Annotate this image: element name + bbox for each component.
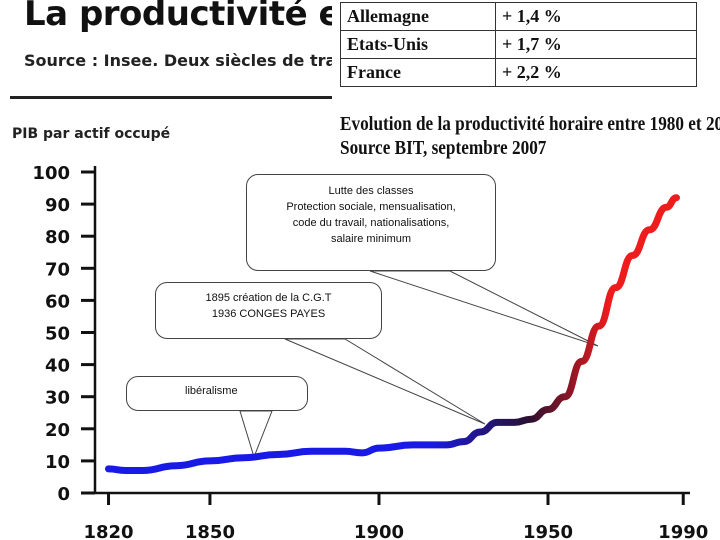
value-cell: + 2,2 %	[495, 58, 697, 87]
y-tick-label: 100	[32, 163, 70, 184]
callout-pointer	[284, 338, 486, 425]
value-cell: + 1,7 %	[495, 30, 697, 59]
x-tick-label: 1850	[185, 522, 235, 540]
y-tick-label: 40	[45, 356, 70, 377]
x-tick-label: 1950	[523, 522, 573, 540]
y-axis-label: PIB par actif occupé	[12, 126, 171, 142]
y-tick-label: 70	[45, 259, 70, 280]
callout-line: 1895 création de la C.G.T	[205, 292, 332, 304]
callout-lutte-des-classes: Lutte des classes Protection sociale, me…	[246, 174, 496, 271]
callout-pointer	[369, 270, 599, 347]
callout-line: salaire minimum	[330, 233, 412, 245]
value-cell: + 1,4 %	[495, 2, 697, 31]
page-title: La productivité en	[24, 0, 365, 34]
callout-liberalisme: libéralisme	[126, 376, 308, 411]
country-cell: Etats-Unis	[340, 30, 496, 59]
callout-line: 1936 CONGES PAYES	[211, 308, 326, 320]
page-subtitle: Source : Insee. Deux siècles de trav	[24, 51, 347, 70]
y-tick-label: 50	[45, 324, 70, 345]
callout-cgt: 1895 création de la C.G.T 1936 CONGES PA…	[155, 282, 382, 339]
callout-line: Protection sociale, mensualisation,	[286, 201, 456, 213]
y-tick-label: 80	[45, 227, 70, 248]
callout-line: Lutte des classes	[328, 185, 414, 197]
productivity-table: Allemagne + 1,4 % Etats-Unis + 1,7 % Fra…	[340, 2, 697, 87]
caption-line: Evolution de la productivité horaire ent…	[340, 113, 720, 135]
callout-pointer	[239, 410, 273, 459]
callout-line: libéralisme	[185, 385, 238, 397]
caption-source: Source BIT, septembre 2007	[340, 137, 547, 159]
y-tick-label: 60	[45, 291, 70, 312]
y-tick-label: 0	[57, 484, 70, 505]
y-tick-label: 20	[45, 420, 70, 441]
title-underline	[10, 96, 340, 99]
table-row: France + 2,2 %	[340, 58, 697, 87]
table-row: Etats-Unis + 1,7 %	[340, 30, 697, 59]
x-tick-label: 1990	[658, 522, 708, 540]
x-tick-label: 1820	[83, 522, 133, 540]
table-caption: Evolution de la productivité horaire ent…	[340, 112, 720, 160]
y-tick-label: 90	[45, 195, 70, 216]
y-tick-label: 30	[45, 388, 70, 409]
country-cell: France	[340, 58, 496, 87]
country-cell: Allemagne	[340, 2, 496, 31]
y-tick-label: 10	[45, 452, 70, 473]
x-tick-label: 1900	[354, 522, 404, 540]
callout-line: code du travail, nationalisations,	[292, 217, 450, 229]
productivity-series-line	[105, 194, 680, 474]
table-row: Allemagne + 1,4 %	[340, 2, 697, 31]
